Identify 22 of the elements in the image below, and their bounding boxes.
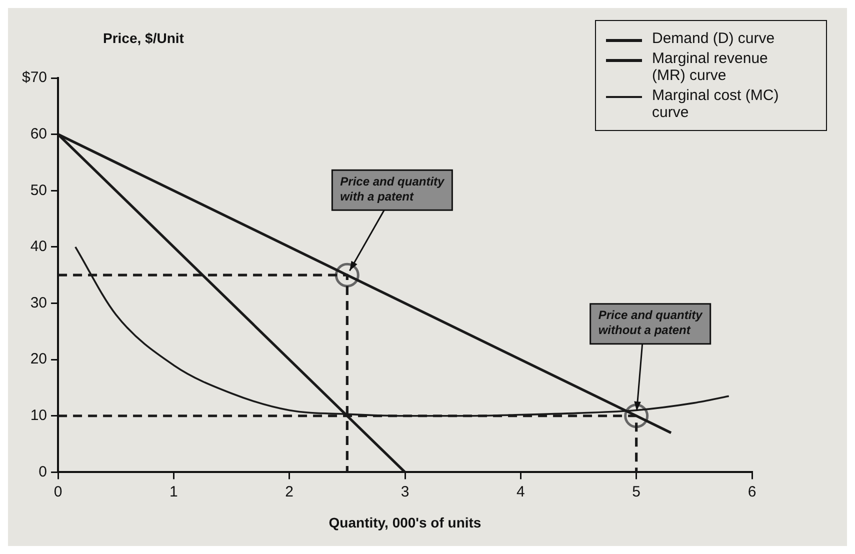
x-tick-label: 3 (400, 483, 410, 500)
x-axis-title: Quantity, 000's of units (328, 514, 482, 530)
x-tick-label: 2 (285, 483, 294, 500)
x-tick-label: 1 (170, 483, 178, 500)
y-tick-label: 50 (30, 182, 48, 199)
y-tick-label: 40 (30, 238, 48, 256)
y-tick-label: $70 (22, 69, 48, 86)
y-tick-label: 60 (30, 125, 48, 142)
x-tick-label: 5 (632, 483, 641, 500)
y-tick-label: 30 (30, 294, 48, 312)
annotation: Price and quantity with a patent (340, 174, 446, 204)
legend-label: Demand (D) curve (652, 30, 776, 47)
y-axis-title: Price, $/Unit (103, 30, 184, 46)
x-tick-label: 6 (748, 483, 756, 500)
y-tick-label: 10 (30, 407, 48, 424)
x-tick-label: 0 (54, 483, 62, 500)
annotation: Price and quantity without a patent (598, 308, 704, 338)
x-tick-label: 4 (516, 483, 525, 500)
legend-label: Marginal revenue (MR) curve (652, 50, 769, 84)
y-tick-label: 0 (38, 463, 48, 480)
y-tick-label: 20 (30, 350, 48, 368)
legend-label: Marginal cost (MC) curve (652, 87, 780, 121)
